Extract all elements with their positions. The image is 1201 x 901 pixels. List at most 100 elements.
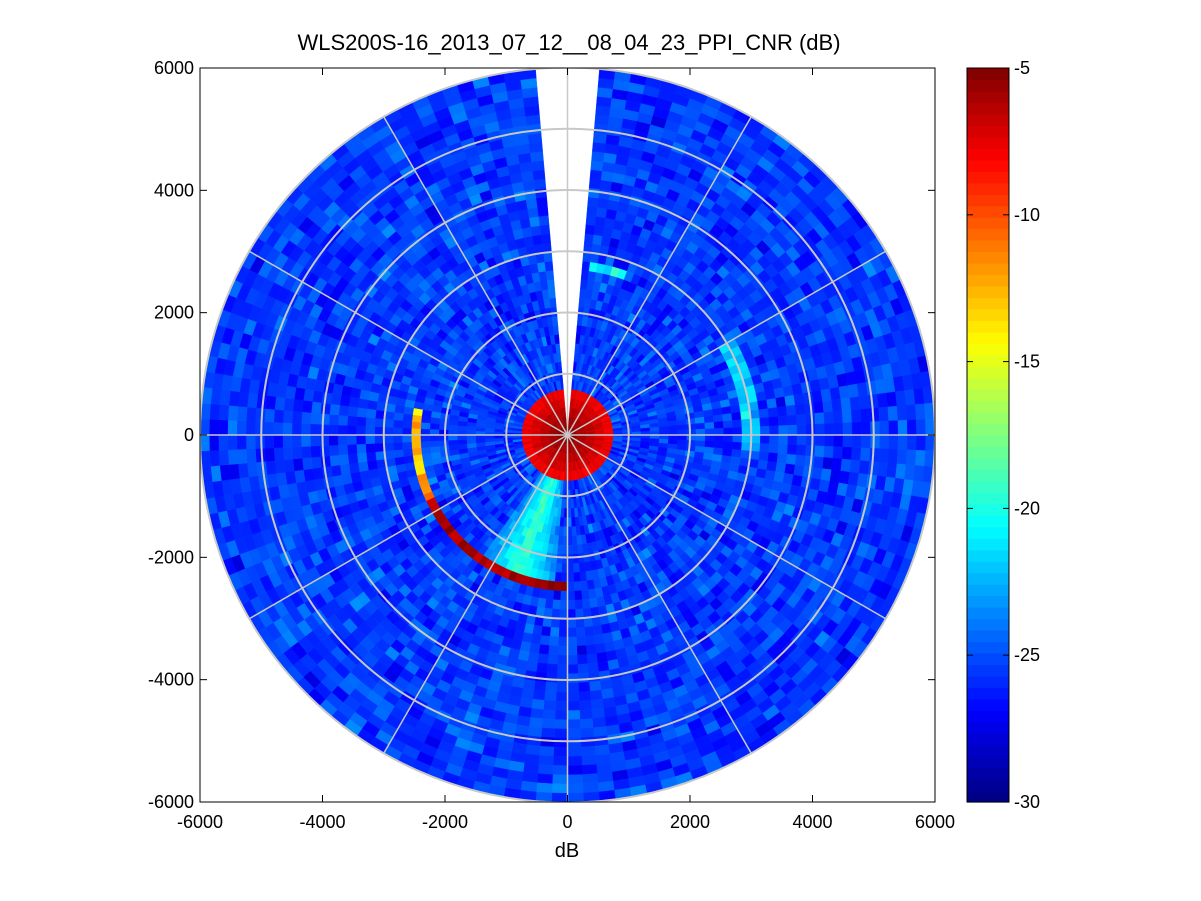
ppi-cell	[695, 440, 706, 448]
ppi-cell	[570, 498, 575, 509]
ppi-cell	[578, 681, 591, 693]
ppi-cell	[554, 572, 562, 583]
ppi-cell	[264, 434, 274, 449]
ppi-cell	[570, 508, 575, 518]
ppi-cell	[832, 410, 844, 424]
ppi-cell	[775, 462, 787, 474]
ppi-cell	[556, 664, 568, 675]
ppi-cell	[283, 458, 295, 473]
ppi-cell	[544, 260, 554, 272]
ppi-cell	[576, 645, 587, 656]
ppi-cell	[561, 563, 568, 574]
ppi-cell	[732, 434, 743, 443]
ppi-cell	[579, 709, 593, 720]
ppi-cell	[796, 444, 807, 457]
ppi-cell	[346, 425, 357, 436]
ppi-cell	[356, 443, 367, 454]
ppi-cell	[475, 438, 486, 444]
ppi-cell	[595, 753, 611, 765]
ppi-cell	[714, 434, 724, 443]
ppi-cell	[365, 443, 376, 453]
ppi-cell	[787, 434, 798, 446]
ppi-cell	[540, 233, 551, 244]
ppi-cell	[392, 419, 403, 428]
ppi-cell	[686, 423, 697, 430]
ppi-cell	[547, 654, 559, 665]
ppi-cell	[787, 424, 798, 436]
ppi-cell	[301, 446, 312, 459]
ppi-cell	[769, 425, 780, 436]
ppi-cell	[879, 434, 890, 450]
ppi-cell	[553, 746, 568, 757]
ppi-cell	[592, 141, 607, 153]
ppi-cell	[264, 447, 275, 462]
ppi-cell	[584, 626, 595, 637]
ppi-cell	[420, 421, 431, 430]
ppi-cell	[536, 196, 548, 208]
ppi-cell	[833, 422, 844, 436]
ppi-cell	[365, 417, 376, 427]
ppi-cell	[580, 589, 590, 600]
ppi-cell	[591, 151, 605, 162]
ppi-cell	[658, 425, 669, 432]
ppi-cell	[759, 417, 770, 427]
ppi-cell	[554, 728, 568, 739]
ppi-cell	[528, 216, 541, 228]
ppi-cell	[796, 434, 807, 446]
ppi-cell	[549, 297, 557, 308]
ppi-cell	[546, 279, 555, 290]
ppi-cell	[730, 404, 741, 414]
ppi-cell	[337, 414, 349, 426]
ppi-cell	[330, 464, 342, 477]
ppi-cell	[587, 588, 597, 600]
ppi-cell	[310, 423, 320, 436]
ppi-cell	[594, 216, 607, 228]
ppi-cell	[713, 441, 724, 449]
ppi-cell	[530, 225, 542, 237]
ppi-cell	[383, 418, 394, 428]
ppi-cell	[870, 421, 881, 436]
ppi-cell	[567, 600, 576, 610]
ppi-cell	[849, 396, 861, 411]
ppi-cell	[560, 572, 568, 583]
ppi-cell	[578, 562, 586, 573]
ppi-cell	[573, 581, 582, 592]
ppi-cell	[291, 434, 302, 448]
ppi-cell	[420, 428, 431, 436]
ppi-cell	[677, 424, 688, 431]
ppi-cell	[556, 553, 563, 564]
ppi-cell	[597, 197, 610, 210]
ppi-cell	[722, 413, 733, 422]
ppi-cell	[581, 598, 591, 610]
ppi-cell	[401, 427, 412, 436]
ppi-cell	[328, 424, 339, 436]
ppi-cell	[805, 423, 816, 436]
ppi-cell	[554, 719, 568, 730]
ppi-cell	[567, 664, 579, 675]
ppi-cell	[694, 416, 706, 425]
ppi-cell	[567, 554, 574, 564]
ppi-cell	[246, 462, 259, 478]
ppi-cell	[438, 423, 449, 430]
ppi-cell	[741, 434, 752, 444]
ppi-cell	[525, 114, 541, 126]
ppi-cell	[572, 544, 579, 555]
ppi-cell	[588, 178, 602, 190]
ppi-cell	[786, 444, 798, 456]
ppi-cell	[549, 626, 560, 638]
ppi-cell	[546, 663, 558, 674]
ppi-cell	[576, 544, 584, 555]
ppi-cell	[876, 392, 889, 408]
ppi-cell	[766, 398, 778, 409]
ppi-cell	[438, 429, 449, 436]
ppi-cell	[851, 434, 862, 449]
ppi-cell	[784, 463, 796, 476]
ppi-cell	[291, 410, 303, 424]
ppi-cell	[402, 448, 413, 457]
ppi-cell	[559, 609, 568, 619]
ppi-cell	[767, 407, 779, 418]
ppi-cell	[356, 416, 367, 427]
ppi-cell	[723, 427, 734, 436]
ppi-cell	[554, 710, 568, 721]
